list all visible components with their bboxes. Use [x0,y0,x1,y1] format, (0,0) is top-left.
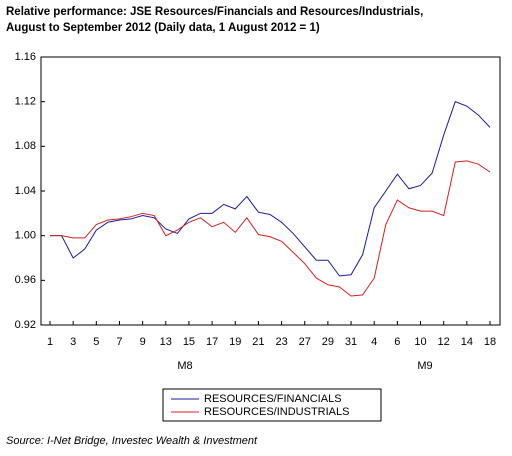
y-tick-label: 1.08 [15,140,36,152]
y-tick-label: 0.92 [15,319,36,331]
y-tick-label: 1.00 [15,230,36,242]
y-tick-label: 0.96 [15,274,36,286]
x-tick-label: 21 [252,336,264,348]
legend-label: RESOURCES/FINANCIALS [204,393,342,405]
x-tick-label: 29 [322,336,334,348]
x-tick-label: 10 [414,336,426,348]
x-tick-label: 31 [345,336,357,348]
y-tick-label: 1.16 [15,51,36,63]
legend [162,388,382,422]
x-tick-label: 18 [484,336,496,348]
x-tick-label: 27 [299,336,311,348]
chart-title: August to September 2012 (Daily data, 1 … [6,22,320,34]
x-tick-label: 17 [206,336,218,348]
x-tick-label: 23 [275,336,287,348]
x-tick-label: 19 [229,336,241,348]
x-tick-label: 7 [116,336,122,348]
x-tick-label: 13 [160,336,172,348]
x-tick-label: 6 [394,336,400,348]
period-label: M8 [177,360,192,372]
legend-label: RESOURCES/INDUSTRIALS [204,406,349,418]
x-tick-label: 15 [183,336,195,348]
x-tick-label: 3 [70,336,76,348]
x-tick-label: 14 [461,336,473,348]
series-line [50,101,491,277]
y-tick-label: 1.04 [15,185,36,197]
x-tick-label: 12 [438,336,450,348]
y-tick-label: 1.12 [15,96,36,108]
chart-title: Relative performance: JSE Resources/Fina… [6,6,423,18]
x-tick-label: 4 [371,336,377,348]
source: Source: I-Net Bridge, Investec Wealth & … [6,435,258,447]
period-label: M9 [417,360,432,372]
x-tick-label: 5 [93,336,99,348]
x-tick-label: 9 [140,336,146,348]
x-tick-label: 1 [47,336,53,348]
plot-frame [40,56,501,326]
series-line [50,160,491,297]
